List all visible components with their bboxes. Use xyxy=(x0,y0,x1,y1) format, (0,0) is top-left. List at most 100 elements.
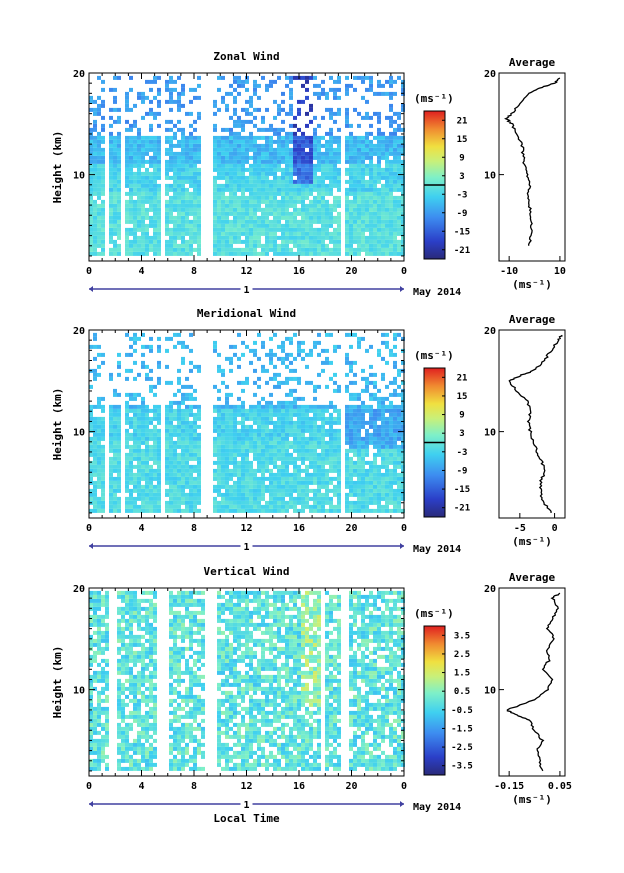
heatmap-cell xyxy=(129,123,133,128)
heatmap-cell xyxy=(293,203,297,208)
heatmap-cell xyxy=(257,95,261,100)
heatmap-cell xyxy=(297,436,301,441)
heatmap-cell xyxy=(273,384,277,389)
heatmap-cell xyxy=(365,444,369,449)
heatmap-cell xyxy=(317,508,321,513)
heatmap-cell xyxy=(393,151,397,156)
heatmap-cell xyxy=(221,412,225,417)
heatmap-cell xyxy=(309,199,313,204)
heatmap-cell xyxy=(145,488,149,493)
heatmap-cell xyxy=(185,392,189,397)
heatmap-cell xyxy=(165,420,169,425)
heatmap-cell xyxy=(101,496,105,501)
heatmap-cell xyxy=(389,492,393,497)
heatmap-cell xyxy=(385,243,389,248)
heatmap-cell xyxy=(117,448,121,453)
heatmap-cell xyxy=(225,207,229,212)
heatmap-cell xyxy=(225,135,229,140)
heatmap-cell xyxy=(229,251,233,256)
heatmap-cell xyxy=(357,147,361,152)
heatmap-cell xyxy=(109,123,113,128)
heatmap-cell xyxy=(385,508,389,513)
heatmap-cell xyxy=(241,211,245,216)
heatmap-cell xyxy=(381,456,385,461)
heatmap-cell xyxy=(345,119,349,124)
heatmap-cell xyxy=(237,195,241,200)
heatmap-cell xyxy=(369,404,373,409)
heatmap-cell xyxy=(285,139,289,144)
heatmap-cell xyxy=(377,195,381,200)
heatmap-cell xyxy=(117,215,121,220)
heatmap-cell xyxy=(345,231,349,236)
heatmap-cell xyxy=(401,251,405,256)
heatmap-cell xyxy=(349,131,353,136)
heatmap-cell xyxy=(397,75,401,80)
heatmap-cell xyxy=(389,444,393,449)
heatmap-cell xyxy=(317,167,321,172)
heatmap-cell xyxy=(337,235,341,240)
heatmap-cell xyxy=(221,408,225,413)
heatmap-cell xyxy=(213,235,217,240)
heatmap-cell xyxy=(117,223,121,228)
heatmap-cell xyxy=(357,247,361,252)
heatmap-cell xyxy=(337,388,341,393)
heatmap-cell xyxy=(377,404,381,409)
heatmap-cell xyxy=(177,496,181,501)
heatmap-cell xyxy=(289,420,293,425)
heatmap-cell xyxy=(365,404,369,409)
heatmap-cell xyxy=(389,436,393,441)
heatmap-cell xyxy=(257,235,261,240)
heatmap-cell xyxy=(349,191,353,196)
heatmap-cell xyxy=(93,598,97,603)
heatmap-cell xyxy=(353,191,357,196)
heatmap-cell xyxy=(221,416,225,421)
heatmap-cell xyxy=(145,199,149,204)
heatmap-cell xyxy=(125,464,129,469)
heatmap-cell xyxy=(385,408,389,413)
heatmap-cell xyxy=(157,167,161,172)
heatmap-cell xyxy=(97,187,101,192)
heatmap-cell xyxy=(137,167,141,172)
heatmap-cell xyxy=(305,195,309,200)
heatmap-cell xyxy=(97,191,101,196)
heatmap-cell xyxy=(277,167,281,172)
heatmap-cell xyxy=(193,127,197,132)
heatmap-cell xyxy=(281,420,285,425)
heatmap-cell xyxy=(389,239,393,244)
heatmap-cell xyxy=(97,107,101,112)
heatmap-cell xyxy=(221,75,225,80)
heatmap-cell xyxy=(113,95,117,100)
heatmap-cell xyxy=(289,107,293,112)
heatmap-cell xyxy=(261,404,265,409)
heatmap-cell xyxy=(113,251,117,256)
heatmap-cell xyxy=(397,464,401,469)
y-tick-label: 20 xyxy=(73,69,85,80)
heatmap-cell xyxy=(177,143,181,148)
heatmap-cell xyxy=(401,191,405,196)
heatmap-cell xyxy=(273,476,277,481)
heatmap-cell xyxy=(153,219,157,224)
heatmap-cell xyxy=(237,123,241,128)
heatmap-cell xyxy=(273,432,277,437)
heatmap-cell xyxy=(213,247,217,252)
heatmap-cell xyxy=(229,496,233,501)
heatmap-cell xyxy=(129,159,133,164)
heatmap-cell xyxy=(269,139,273,144)
heatmap-cell xyxy=(241,476,245,481)
heatmap-cell xyxy=(393,364,397,369)
heatmap-cell xyxy=(317,211,321,216)
heatmap-cell xyxy=(297,135,301,140)
heatmap-cell xyxy=(169,436,173,441)
heatmap-cell xyxy=(269,223,273,228)
heatmap-cell xyxy=(249,207,253,212)
heatmap-cell xyxy=(353,247,357,252)
heatmap-cell xyxy=(313,344,317,349)
heatmap-cell xyxy=(113,408,117,413)
heatmap-cell xyxy=(157,103,161,108)
heatmap-cell xyxy=(381,408,385,413)
heatmap-cell xyxy=(281,167,285,172)
heatmap-cell xyxy=(165,159,169,164)
heatmap-cell xyxy=(261,444,265,449)
heatmap-cell xyxy=(177,500,181,505)
heatmap-cell xyxy=(245,119,249,124)
